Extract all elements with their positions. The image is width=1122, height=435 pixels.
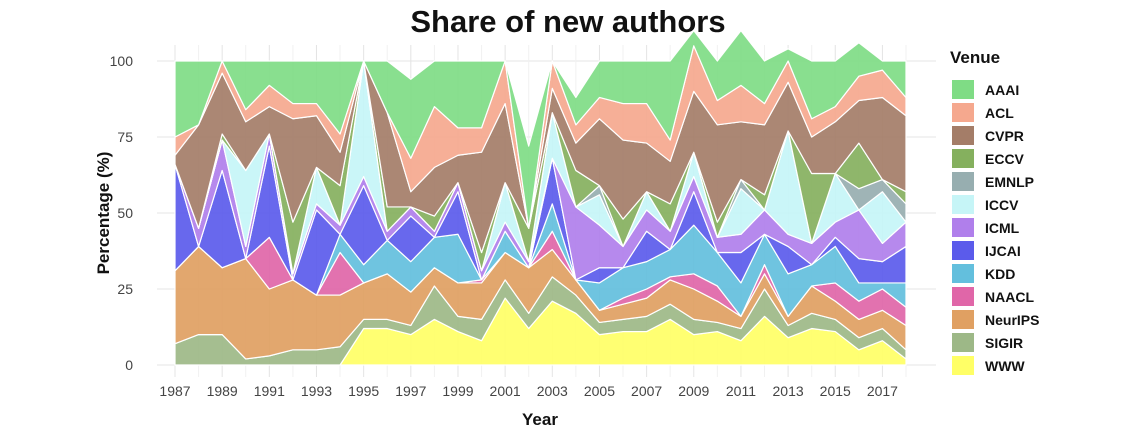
legend-label: NAACL [985, 288, 1034, 305]
x-tick-label: 1987 [159, 383, 190, 399]
legend-label: KDD [985, 265, 1016, 282]
x-tick-label: 2015 [820, 383, 851, 399]
y-tick-label: 25 [117, 281, 133, 297]
legend-swatch [952, 333, 974, 352]
legend-item-ijcai: IJCAI [950, 239, 1039, 262]
y-tick-label: 0 [125, 357, 133, 373]
legend-items: AAAI ACL CVPR ECCV EMNLP ICCV ICML IJCAI KDD NAAC… [950, 78, 1039, 377]
legend-swatch [952, 103, 974, 122]
x-tick-label: 2011 [726, 383, 756, 399]
legend-label: NeurIPS [985, 311, 1040, 328]
legend-label: ICML [985, 219, 1020, 236]
y-axis-label: Percentage (%) [94, 152, 113, 275]
y-tick-label: 100 [110, 53, 134, 69]
legend-swatch [952, 149, 974, 168]
watermark: 知乎 @LiteAI [898, 374, 1056, 402]
legend-item-cvpr: CVPR [950, 124, 1039, 147]
x-tick-label: 2001 [490, 383, 521, 399]
x-tick-label: 1997 [395, 383, 426, 399]
legend-swatch [952, 80, 974, 99]
x-tick-label: 1993 [301, 383, 332, 399]
legend-title: Venue [950, 48, 1001, 67]
legend: Venue AAAI ACL CVPR ECCV EMNLP ICCV ICML IJCAI K… [950, 48, 1039, 377]
legend-swatch [952, 172, 974, 191]
legend-label: ICCV [985, 196, 1019, 213]
legend-label: ECCV [985, 150, 1024, 167]
legend-label: CVPR [985, 127, 1024, 144]
legend-item-neurips: NeurIPS [950, 308, 1039, 331]
x-tick-label: 1991 [254, 383, 285, 399]
area-layer [174, 30, 907, 366]
x-tick-label: 2003 [537, 383, 568, 399]
stacked-area-chart: 0 25 50 75 100 1987 1989 1991 1993 1995 1997 1999 2… [94, 30, 936, 429]
legend-swatch [952, 218, 974, 237]
x-tick-label: 1989 [207, 383, 238, 399]
x-tick-labels: 1987 1989 1991 1993 1995 1997 1999 2001 2003 2005… [159, 383, 898, 399]
legend-label: ACL [985, 104, 1014, 121]
legend-item-iccv: ICCV [950, 193, 1039, 216]
legend-item-acl: ACL [950, 101, 1039, 124]
legend-item-aaai: AAAI [950, 78, 1039, 101]
legend-label: AAAI [985, 81, 1020, 98]
legend-label: WWW [985, 357, 1025, 374]
x-tick-label: 2013 [773, 383, 804, 399]
legend-swatch [952, 264, 974, 283]
legend-label: IJCAI [985, 242, 1021, 259]
x-tick-label: 2005 [584, 383, 615, 399]
legend-swatch [952, 241, 974, 260]
legend-item-eccv: ECCV [950, 147, 1039, 170]
legend-swatch [952, 126, 974, 145]
legend-item-www: WWW [950, 354, 1039, 377]
legend-item-emnlp: EMNLP [950, 170, 1039, 193]
legend-swatch [952, 310, 974, 329]
legend-item-icml: ICML [950, 216, 1039, 239]
x-axis-label: Year [522, 410, 558, 429]
legend-swatch [952, 195, 974, 214]
legend-swatch [952, 287, 974, 306]
x-tick-label: 2017 [867, 383, 898, 399]
area-aaai [174, 30, 907, 229]
x-tick-label: 1999 [442, 383, 473, 399]
legend-item-kdd: KDD [950, 262, 1039, 285]
x-tick-label: 1995 [348, 383, 379, 399]
legend-item-sigir: SIGIR [950, 331, 1039, 354]
legend-label: EMNLP [985, 173, 1034, 190]
x-tick-label: 2007 [631, 383, 662, 399]
legend-label: SIGIR [985, 334, 1024, 351]
y-tick-label: 75 [117, 129, 133, 145]
legend-item-naacl: NAACL [950, 285, 1039, 308]
legend-swatch [952, 356, 974, 375]
y-tick-label: 50 [117, 205, 133, 221]
x-tick-label: 2009 [678, 383, 709, 399]
y-tick-labels: 0 25 50 75 100 [110, 53, 134, 373]
chart-title: Share of new authors [410, 4, 726, 39]
